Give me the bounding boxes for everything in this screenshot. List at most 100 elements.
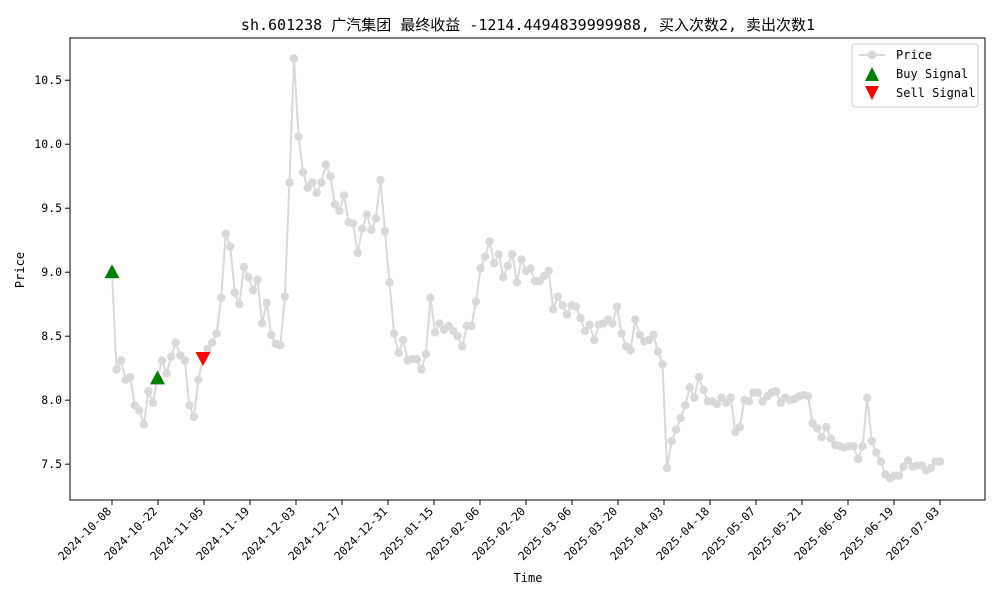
price-point (867, 436, 876, 446)
price-point (580, 326, 590, 336)
price-point (312, 188, 321, 198)
price-point (681, 401, 690, 410)
legend-price-label: Price (896, 48, 932, 62)
price-point (476, 264, 485, 273)
legend-buy-label: Buy Signal (896, 67, 968, 81)
price-point (803, 392, 813, 401)
price-point (171, 338, 180, 347)
x-axis-label: Time (514, 571, 543, 585)
price-point (339, 191, 349, 200)
price-point (194, 375, 203, 384)
price-point (872, 448, 881, 457)
price-point (817, 433, 826, 442)
plot-frame (69, 37, 986, 501)
legend-sell-label: Sell Signal (896, 86, 975, 100)
plot-area (104, 54, 945, 483)
price-point (221, 229, 230, 239)
price-point (849, 442, 858, 451)
price-point (826, 434, 836, 443)
price-point (157, 356, 167, 365)
price-point (512, 278, 522, 287)
price-point (571, 302, 581, 311)
legend-sell-marker (865, 86, 879, 100)
price-point (226, 242, 235, 251)
price-point (166, 352, 176, 361)
price-point (321, 160, 331, 169)
price-point (467, 321, 476, 331)
price-point (458, 342, 467, 351)
y-tick-label: 7.5 (41, 457, 62, 471)
price-point (139, 420, 149, 429)
price-point (244, 273, 253, 282)
price-point (480, 252, 490, 262)
price-point (499, 273, 508, 282)
price-point (899, 462, 908, 471)
price-point (298, 168, 308, 177)
price-point (753, 388, 763, 397)
price-point (549, 305, 558, 314)
price-point (822, 422, 831, 432)
y-tick-label: 9.0 (41, 265, 62, 279)
price-point (863, 393, 872, 402)
price-point (544, 266, 553, 276)
price-point (853, 454, 863, 464)
price-point (285, 178, 294, 187)
price-point (503, 261, 513, 271)
x-axis: 2024-10-082024-10-222024-11-052024-11-19… (55, 500, 942, 563)
price-point (453, 331, 462, 341)
price-point (812, 424, 822, 433)
price-point (203, 344, 212, 354)
price-point (239, 262, 249, 272)
price-point (335, 206, 344, 215)
price-point (690, 393, 699, 402)
y-tick-label: 10.5 (34, 73, 62, 87)
price-point (412, 355, 422, 364)
price-point (212, 329, 221, 338)
price-point (685, 383, 694, 392)
price-point (135, 406, 144, 415)
price-point (926, 463, 936, 473)
buy-signal-marker (149, 370, 165, 385)
price-point (876, 457, 886, 466)
price-point (712, 399, 722, 409)
legend-box (851, 43, 979, 108)
price-point (726, 393, 735, 402)
price-point (617, 329, 626, 338)
price-point (630, 315, 640, 324)
price-point (257, 319, 267, 328)
price-point (180, 356, 189, 365)
price-point (144, 387, 153, 396)
price-point (189, 412, 199, 422)
price-point (148, 398, 158, 407)
price-point (162, 369, 171, 378)
price-point (662, 463, 672, 473)
y-axis: 7.5 8.0 8.5 9.0 9.5 10.0 10.5 (34, 73, 70, 471)
price-point (185, 401, 194, 410)
price-point (426, 293, 435, 302)
price-point (289, 54, 299, 63)
price-point (380, 227, 390, 236)
price-point (267, 330, 276, 340)
price-point (903, 456, 913, 465)
price-point (494, 250, 503, 259)
price-point (517, 255, 526, 264)
sell-signal-marker (195, 351, 211, 366)
price-point (471, 297, 481, 306)
price-point (362, 210, 371, 219)
price-point (235, 299, 244, 309)
price-point (307, 178, 317, 187)
price-point (417, 365, 426, 374)
price-point (649, 330, 658, 340)
price-point (590, 335, 599, 345)
price-point (398, 335, 408, 345)
price-point (358, 224, 367, 233)
price-point (367, 225, 376, 235)
price-point (207, 338, 217, 347)
price-point (430, 328, 440, 337)
price-point (421, 349, 431, 359)
legend-price-marker (867, 50, 877, 60)
price-point (276, 340, 285, 350)
price-point (858, 442, 867, 451)
price-point (248, 285, 258, 295)
